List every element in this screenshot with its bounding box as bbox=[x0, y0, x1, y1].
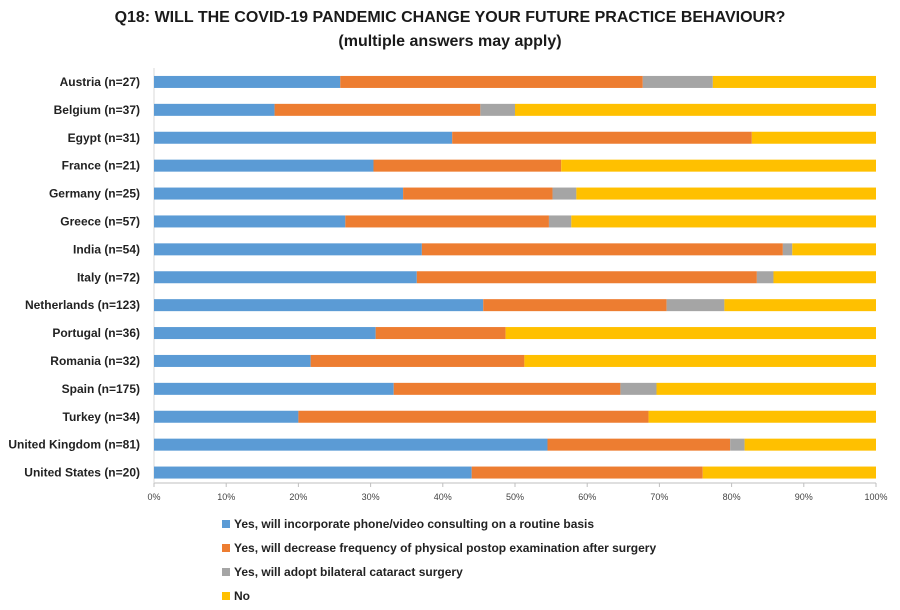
category-label: France (n=21) bbox=[62, 159, 140, 173]
bar-segment bbox=[751, 131, 876, 144]
bar-segment bbox=[154, 438, 548, 451]
category-label: Romania (n=32) bbox=[50, 354, 140, 368]
legend-item: No bbox=[222, 584, 656, 608]
bar-segment bbox=[154, 271, 417, 284]
chart-title: Q18: WILL THE COVID-19 PANDEMIC CHANGE Y… bbox=[114, 9, 786, 26]
bar-segment bbox=[403, 187, 553, 200]
bar-segment bbox=[483, 299, 667, 312]
bar-segment bbox=[656, 382, 876, 395]
x-tick-label: 100% bbox=[864, 492, 887, 502]
bar-segment bbox=[154, 299, 484, 312]
bar-segment bbox=[416, 271, 757, 284]
legend-swatch bbox=[222, 592, 230, 600]
bar-segment bbox=[471, 466, 703, 479]
category-label: Egypt (n=31) bbox=[68, 131, 140, 145]
bar-segment bbox=[274, 103, 481, 116]
bar-segment bbox=[154, 75, 341, 88]
x-tick-label: 80% bbox=[723, 492, 741, 502]
bar-segment bbox=[547, 438, 731, 451]
x-tick-label: 90% bbox=[795, 492, 813, 502]
bar-segment bbox=[154, 382, 394, 395]
legend-label: Yes, will decrease frequency of physical… bbox=[234, 541, 657, 555]
bar-segment bbox=[561, 159, 876, 172]
legend-item: Yes, will adopt bilateral cataract surge… bbox=[222, 560, 656, 584]
chart-subtitle: (multiple answers may apply) bbox=[338, 33, 562, 50]
bar-segment bbox=[298, 410, 649, 423]
bar-segment bbox=[724, 299, 876, 312]
bar-segment bbox=[756, 271, 774, 284]
bar-segment bbox=[505, 327, 876, 340]
bar-segment bbox=[480, 103, 515, 116]
legend-swatch bbox=[222, 520, 230, 528]
bar-segment bbox=[712, 75, 876, 88]
bar-segment bbox=[154, 187, 404, 200]
x-tick-label: 20% bbox=[289, 492, 307, 502]
x-tick-label: 60% bbox=[578, 492, 596, 502]
category-label: Belgium (n=37) bbox=[54, 103, 140, 117]
category-label: Turkey (n=34) bbox=[63, 410, 140, 424]
bar-segment bbox=[154, 215, 346, 228]
legend-label: Yes, will incorporate phone/video consul… bbox=[234, 517, 595, 531]
category-label: India (n=54) bbox=[73, 242, 140, 256]
bar-segment bbox=[552, 187, 577, 200]
legend-item: Yes, will decrease frequency of physical… bbox=[222, 536, 656, 560]
bar-segment bbox=[782, 243, 793, 256]
bar-segment bbox=[648, 410, 876, 423]
bar-segment bbox=[666, 299, 725, 312]
x-tick-label: 30% bbox=[362, 492, 380, 502]
bar-segment bbox=[730, 438, 745, 451]
x-tick-label: 0% bbox=[147, 492, 160, 502]
chart-legend: Yes, will incorporate phone/video consul… bbox=[222, 512, 656, 608]
bar-segment bbox=[702, 466, 876, 479]
bar-segment bbox=[375, 327, 506, 340]
bar-segment bbox=[744, 438, 876, 451]
category-label: Portugal (n=36) bbox=[52, 326, 140, 340]
bar-segment bbox=[576, 187, 876, 200]
bar-segment bbox=[452, 131, 752, 144]
legend-swatch bbox=[222, 544, 230, 552]
category-label: United Kingdom (n=81) bbox=[8, 438, 140, 452]
category-label: Spain (n=175) bbox=[62, 382, 140, 396]
bar-segment bbox=[154, 327, 376, 340]
bar-segment bbox=[642, 75, 713, 88]
legend-label: Yes, will adopt bilateral cataract surge… bbox=[234, 565, 463, 579]
bar-segment bbox=[773, 271, 876, 284]
bar-segment bbox=[792, 243, 876, 256]
bar-segment bbox=[154, 466, 472, 479]
bar-segment bbox=[393, 382, 621, 395]
bar-segment bbox=[154, 243, 422, 256]
bar-segment bbox=[571, 215, 876, 228]
bar-segment bbox=[340, 75, 643, 88]
bar-segment bbox=[345, 215, 549, 228]
x-tick-label: 50% bbox=[506, 492, 524, 502]
bar-segment bbox=[154, 131, 453, 144]
category-label: Germany (n=25) bbox=[49, 187, 140, 201]
category-label: Italy (n=72) bbox=[77, 270, 140, 284]
bar-segment bbox=[421, 243, 783, 256]
bar-segment bbox=[154, 410, 299, 423]
legend-swatch bbox=[222, 568, 230, 576]
bar-segment bbox=[310, 354, 525, 367]
category-label: Netherlands (n=123) bbox=[25, 298, 140, 312]
bar-segment bbox=[373, 159, 562, 172]
x-tick-label: 70% bbox=[650, 492, 668, 502]
bar-segment bbox=[154, 354, 311, 367]
legend-label: No bbox=[234, 589, 250, 603]
bar-segment bbox=[620, 382, 657, 395]
legend-item: Yes, will incorporate phone/video consul… bbox=[222, 512, 656, 536]
bar-segment bbox=[515, 103, 876, 116]
category-label: United States (n=20) bbox=[24, 466, 140, 480]
x-tick-label: 10% bbox=[217, 492, 235, 502]
x-tick-label: 40% bbox=[434, 492, 452, 502]
bar-segment bbox=[524, 354, 876, 367]
bar-segment bbox=[154, 103, 275, 116]
bar-segment bbox=[154, 159, 374, 172]
category-label: Austria (n=27) bbox=[60, 75, 140, 89]
category-label: Greece (n=57) bbox=[60, 214, 140, 228]
bar-segment bbox=[548, 215, 572, 228]
